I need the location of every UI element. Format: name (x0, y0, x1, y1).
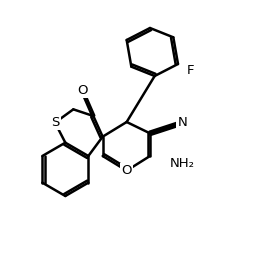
Text: NH₂: NH₂ (170, 157, 195, 170)
Text: S: S (51, 116, 59, 129)
Text: F: F (187, 64, 194, 77)
Text: N: N (178, 116, 187, 129)
Text: O: O (121, 164, 132, 177)
Text: O: O (77, 84, 87, 97)
